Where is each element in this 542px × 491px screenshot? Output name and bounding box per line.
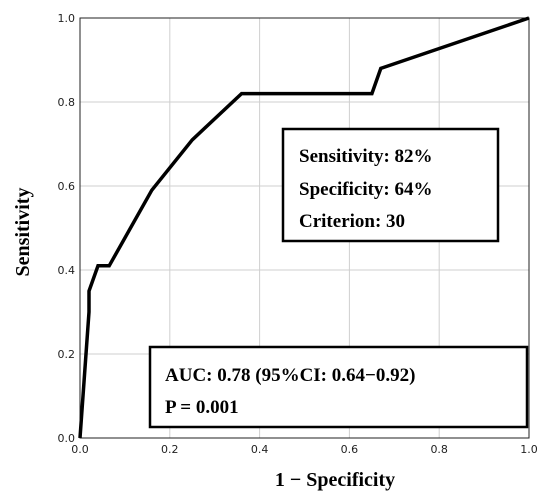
x-tick-label: 0.6 [341, 443, 359, 456]
y-tick-label: 0.6 [58, 180, 76, 193]
roc-curve [78, 16, 530, 439]
y-ticks: 0.0 0.2 0.4 0.6 0.8 1.0 [58, 12, 76, 445]
cutoff-annotation-box: Sensitivity: 82% Specificity: 64% Criter… [281, 127, 500, 243]
cutoff-line-1: Sensitivity: 82% [299, 146, 433, 167]
y-tick-label: 0.8 [58, 96, 76, 109]
x-ticks: 0.0 0.2 0.4 0.6 0.8 1.0 [71, 443, 538, 456]
auc-line-1: AUC: 0.78 (95%CI: 0.64−0.92) [165, 365, 415, 386]
x-tick-label: 0.0 [71, 443, 89, 456]
auc-line-2: P = 0.001 [165, 397, 239, 418]
cutoff-line-3: Criterion: 30 [299, 211, 405, 232]
cutoff-line-2: Specificity: 64% [299, 179, 433, 200]
x-tick-label: 0.8 [430, 443, 448, 456]
x-tick-label: 0.2 [161, 443, 179, 456]
auc-annotation-box: AUC: 0.78 (95%CI: 0.64−0.92) P = 0.001 [148, 345, 529, 429]
y-tick-label: 0.2 [58, 348, 76, 361]
y-tick-label: 0.4 [58, 264, 76, 277]
x-axis-title: 1 − Specificity [275, 469, 395, 491]
y-tick-label: 0.0 [58, 432, 76, 445]
x-tick-label: 1.0 [520, 443, 538, 456]
x-tick-label: 0.4 [251, 443, 269, 456]
y-tick-label: 1.0 [58, 12, 76, 25]
plot-frame [79, 17, 530, 439]
y-axis-title: Sensitivity [12, 188, 34, 277]
